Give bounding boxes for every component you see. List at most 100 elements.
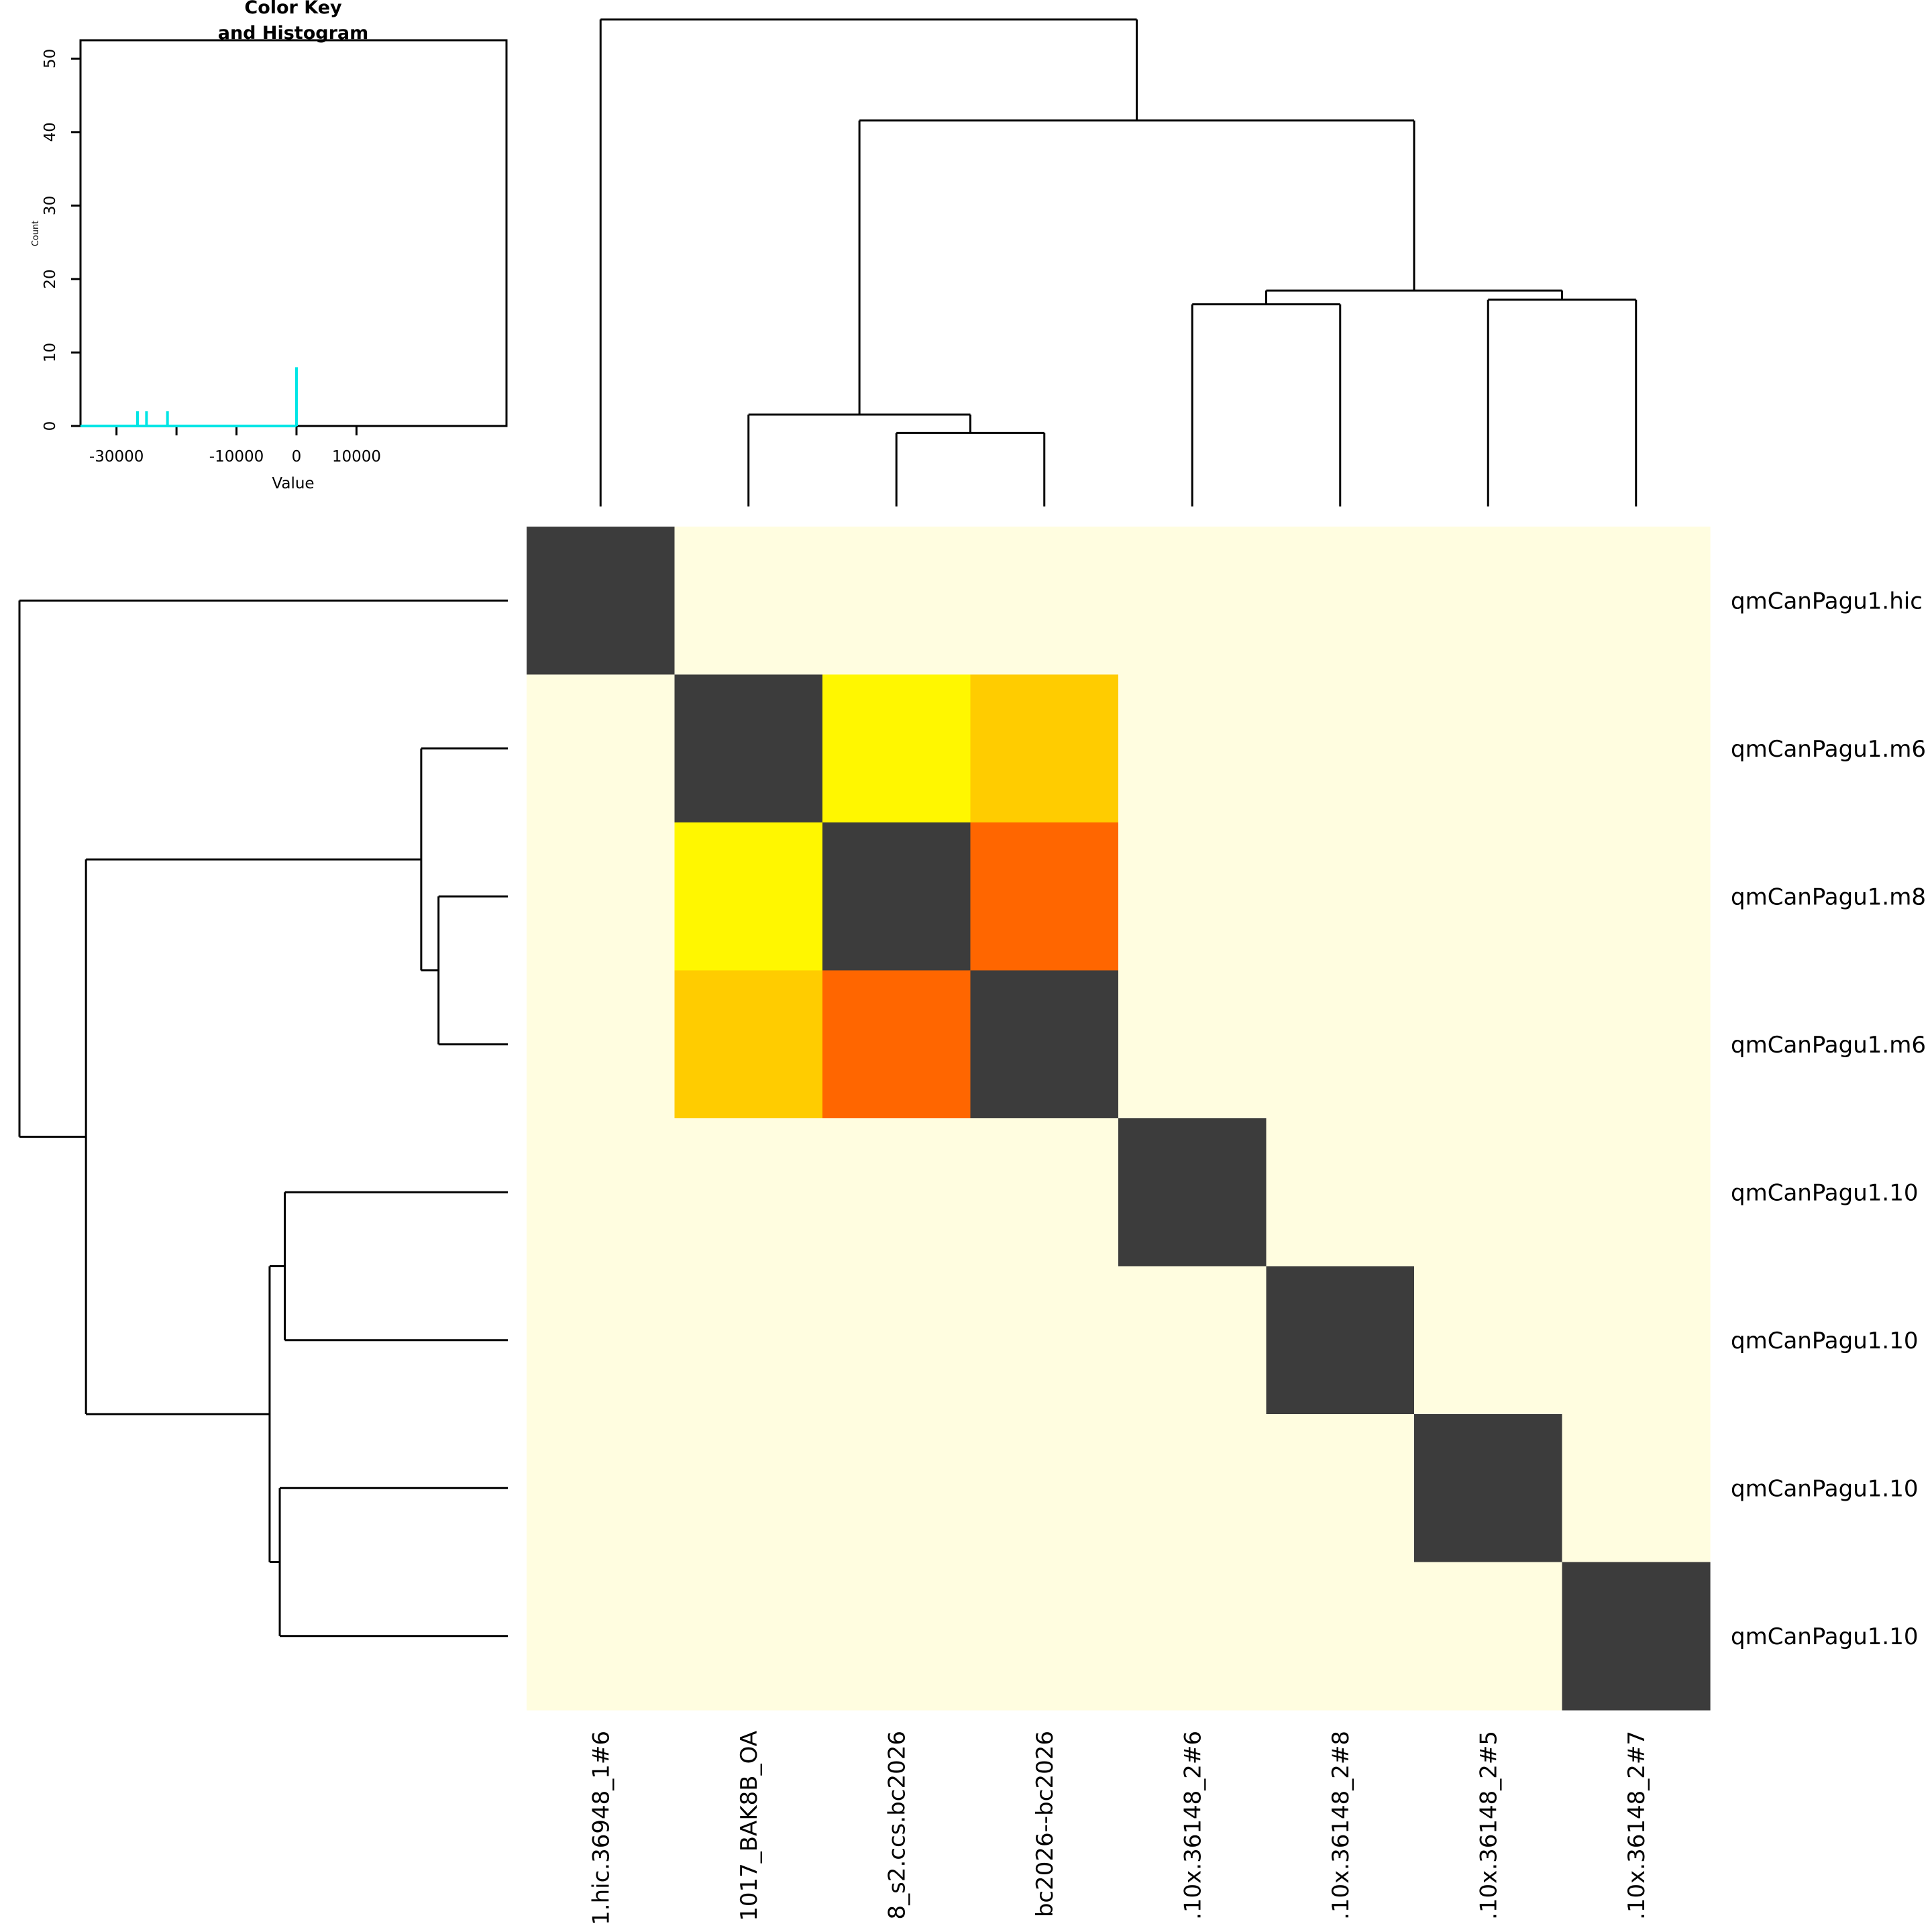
heatmap-cell [527, 822, 676, 971]
heatmap-cell [674, 1266, 823, 1415]
key-y-axis-label: Count [31, 221, 41, 247]
heatmap-cell [1414, 1414, 1563, 1563]
heatmap-cell [970, 1414, 1119, 1563]
key-y-axis: 0 10 20 30 40 50 [42, 49, 82, 431]
key-title-line-1: Color Key [244, 0, 342, 18]
heatmap-cell [822, 674, 971, 823]
heatmap-cell [527, 1414, 676, 1563]
heatmap-cell [1118, 970, 1267, 1119]
heatmap-cell [970, 1118, 1119, 1267]
key-x-tick-label: 10000 [332, 448, 381, 466]
column-label: 8_s2.ccs.bc2026 [883, 1731, 910, 1920]
heatmap-cell [970, 674, 1119, 823]
heatmap-cell [674, 1414, 823, 1563]
heatmap-cell [1266, 674, 1415, 823]
heatmap-cell [1118, 674, 1267, 823]
row-label: qmCanPagu1.10 [1731, 1328, 1918, 1354]
heatmap-cell [970, 1266, 1119, 1415]
heatmap-cell [1562, 1562, 1711, 1711]
heatmap-cell [822, 1414, 971, 1563]
heatmap-cell [1562, 527, 1711, 676]
heatmap-cell [1562, 1414, 1711, 1563]
heatmap-cell [1414, 674, 1563, 823]
heatmap-cell [674, 970, 823, 1119]
column-label: .10x.36148_2#8 [1328, 1731, 1354, 1920]
heatmap-cell [527, 527, 676, 676]
heatmap-cell [822, 970, 971, 1119]
column-dendrogram [599, 18, 1638, 506]
heatmap-cell [1118, 1562, 1267, 1711]
heatmap-cell [822, 1562, 971, 1711]
key-x-axis: -30000 -10000 0 10000 [89, 425, 381, 466]
heatmap-cell [527, 970, 676, 1119]
key-y-tick-label: 20 [42, 269, 59, 288]
heatmap-cell [822, 1118, 971, 1267]
heatmap-cell [1562, 970, 1711, 1119]
heatmap-cell [1414, 1118, 1563, 1267]
column-label: .10x.36148_2#6 [1179, 1731, 1206, 1920]
heatmap-cell [1266, 1414, 1415, 1563]
heatmap-cell [970, 1562, 1119, 1711]
heatmap-cell [1562, 1118, 1711, 1267]
key-y-tick-label: 10 [42, 343, 59, 362]
row-label: qmCanPagu1.10 [1731, 1475, 1918, 1502]
row-label: qmCanPagu1.m6 [1731, 736, 1926, 763]
heatmap-cell [1118, 822, 1267, 971]
heatmap-cell [822, 527, 971, 676]
heatmap-cell [970, 822, 1119, 971]
heatmap-cell [1414, 822, 1563, 971]
row-label: qmCanPagu1.10 [1731, 1179, 1918, 1206]
heatmap-cell [527, 1118, 676, 1267]
column-label: bc2026--bc2026 [1032, 1731, 1059, 1917]
heatmap-cell [1118, 527, 1267, 676]
heatmap-cell [822, 1266, 971, 1415]
heatmap-cell [1266, 1266, 1415, 1415]
heatmap-cell [1414, 1266, 1563, 1415]
heatmap-cell [1266, 527, 1415, 676]
heatmap-cell [1562, 1266, 1711, 1415]
heatmap-cell [674, 822, 823, 971]
heatmap-cell [1266, 822, 1415, 971]
heatmap-cell [1118, 1118, 1267, 1267]
heatmap-cell [527, 674, 676, 823]
heatmap-column-labels: 1.hic.36948_1#6 1017_BAK8B_OA 8_s2.ccs.bc2… [588, 1731, 1650, 1925]
column-label: 1017_BAK8B_OA [736, 1731, 763, 1921]
heatmap-cell [674, 674, 823, 823]
heatmap-row-labels: qmCanPagu1.hic qmCanPagu1.m6 qmCanPagu1.m8… [1731, 588, 1926, 1650]
heatmap-cell [1414, 527, 1563, 676]
column-label: 1.hic.36948_1#6 [588, 1731, 614, 1925]
key-histogram-lines [80, 367, 298, 427]
column-label: .10x.36148_2#7 [1623, 1731, 1650, 1920]
key-x-axis-label: Value [272, 475, 314, 492]
heatmap-cell [1118, 1414, 1267, 1563]
heatmap-cell [674, 527, 823, 676]
heatmap-cell [970, 527, 1119, 676]
key-y-tick-label: 0 [42, 421, 59, 431]
heatmap-cell [1562, 822, 1711, 971]
row-label: qmCanPagu1.m6 [1731, 1032, 1926, 1059]
row-label: qmCanPagu1.10 [1731, 1623, 1918, 1650]
key-x-tick-label: 0 [292, 448, 302, 466]
heatmap-cell [1414, 1562, 1563, 1711]
row-dendrogram [18, 599, 508, 1638]
column-label: .10x.36148_2#5 [1475, 1731, 1502, 1920]
key-y-tick-label: 40 [42, 122, 59, 142]
heatmap-cell [822, 822, 971, 971]
key-x-tick-label: -10000 [209, 448, 264, 466]
heatmap-cell [1562, 674, 1711, 823]
key-y-tick-label: 50 [42, 49, 59, 68]
key-y-tick-label: 30 [42, 196, 59, 215]
heatmap-cell [1414, 970, 1563, 1119]
heatmap-cell [1118, 1266, 1267, 1415]
heatmap-cell [674, 1118, 823, 1267]
heatmap-cell [1266, 1562, 1415, 1711]
heatmap-cells [527, 527, 1711, 1711]
row-label: qmCanPagu1.m8 [1731, 883, 1926, 910]
row-label: qmCanPagu1.hic [1731, 588, 1923, 614]
heatmap-cell [527, 1266, 676, 1415]
heatmap-cell [674, 1562, 823, 1711]
key-plot-frame [79, 39, 508, 427]
heatmap-cell [527, 1562, 676, 1711]
